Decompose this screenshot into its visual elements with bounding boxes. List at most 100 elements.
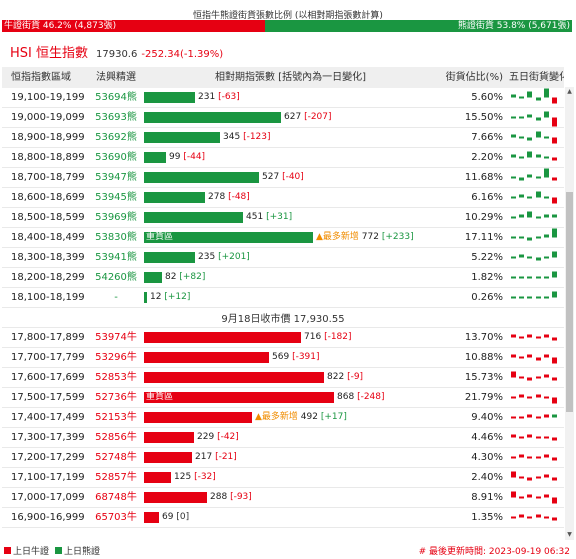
spark-bar (519, 177, 524, 181)
spark-bar (544, 111, 549, 118)
table-row[interactable]: 18,200-18,299 54260熊 82 [+82] 1.82% (2, 268, 564, 288)
table-row[interactable]: 18,700-18,799 53947熊 527 [-40] 11.68% (2, 168, 564, 188)
spark-bar (527, 396, 532, 399)
spark-bar (511, 371, 516, 378)
code-link[interactable]: 53693熊 (95, 112, 137, 123)
footer: 上日牛證 上日熊證 # 最後更新時間: 2023-09-19 06:32 (0, 544, 576, 558)
code-link[interactable]: 53692熊 (95, 132, 137, 143)
bar-change: [-207] (304, 112, 332, 122)
table-row[interactable]: 17,700-17,799 53296牛 569 [-391] 10.88% (2, 348, 564, 368)
value-bar (144, 332, 301, 343)
bar-value-label: 12 [+12] (150, 288, 190, 307)
code-link[interactable]: 53947熊 (95, 172, 137, 183)
table-row[interactable]: 18,800-18,899 53690熊 99 [-44] 2.20% (2, 148, 564, 168)
cbbc-table[interactable]: 恒指指數區域 法興精選 相對期指張數 [括號內為一日變化] 街貨佔比(%) 五日… (2, 67, 564, 540)
code-link[interactable]: 53974牛 (95, 332, 137, 343)
value-bar (144, 112, 281, 123)
table-row[interactable]: 18,900-18,999 53692熊 345 [-123] 7.66% (2, 128, 564, 148)
spark-bar (536, 117, 541, 121)
range-cell: 18,500-18,599 (11, 212, 85, 223)
pct-cell: 21.79% (464, 392, 503, 403)
table-row[interactable]: 18,300-18,399 53941熊 235 [+201] 5.22% (2, 248, 564, 268)
scroll-up-arrow-icon[interactable]: ▲ (567, 88, 572, 95)
spark-bar (544, 516, 549, 519)
code-link[interactable]: 53694熊 (95, 92, 137, 103)
table-row[interactable]: 17,200-17,299 52748牛 217 [-21] 4.30% (2, 448, 564, 468)
bar-cell: 重貨區 ▲最多新增 772 [+233] (142, 228, 439, 247)
bar-cell: 217 [-21] (142, 448, 439, 467)
last-updated: # 最後更新時間: 2023-09-19 06:32 (418, 547, 570, 557)
spark-bar (552, 497, 557, 504)
bear-legend-swatch-icon (55, 547, 63, 554)
header-spark: 五日街貨變化 (509, 72, 564, 83)
table-row[interactable]: 18,400-18,499 53830熊 重貨區 ▲最多新增 772 [+233] 17… (2, 228, 564, 248)
table-row[interactable]: 19,000-19,099 53693熊 627 [-207] 15.50% (2, 108, 564, 128)
value-bar (144, 472, 171, 483)
range-cell: 18,900-18,999 (11, 132, 85, 143)
code-link[interactable]: 53690熊 (95, 152, 137, 163)
code-link[interactable]: 52853牛 (95, 372, 137, 383)
value-bar (144, 452, 192, 463)
code-link[interactable]: 68748牛 (95, 492, 137, 503)
spark-bar (552, 117, 557, 127)
table-row[interactable]: 17,300-17,399 52856牛 229 [-42] 4.46% (2, 428, 564, 448)
five-day-sparkline (509, 248, 564, 267)
spark-bar (552, 291, 557, 298)
heavy-zone-tag: 重貨區 (146, 392, 174, 402)
spark-bar (544, 256, 549, 259)
spark-bar (511, 456, 516, 459)
code-link[interactable]: - (114, 292, 118, 303)
bar-value-label: 345 [-123] (223, 128, 271, 147)
five-day-sparkline (509, 88, 564, 107)
spark-bar (527, 354, 532, 358)
spark-bar (527, 151, 532, 158)
spark-bar (527, 211, 532, 218)
code-link[interactable]: 53830熊 (95, 232, 137, 243)
code-link[interactable]: 54260熊 (95, 272, 137, 283)
bull-legend-swatch-icon (4, 547, 11, 554)
table-row[interactable]: 19,100-19,199 53694熊 231 [-63] 5.60% (2, 88, 564, 108)
code-link[interactable]: 65703牛 (95, 512, 137, 523)
table-row[interactable]: 16,900-16,999 65703牛 69 [0] 1.35% (2, 508, 564, 528)
code-link[interactable]: 52857牛 (95, 472, 137, 483)
code-link[interactable]: 53969熊 (95, 212, 137, 223)
spark-bar (519, 276, 524, 279)
table-row[interactable]: 17,100-17,199 52857牛 125 [-32] 2.40% (2, 468, 564, 488)
table-row[interactable]: 17,400-17,499 52153牛 ▲最多新增 492 [+17] 9.40% (2, 408, 564, 428)
code-link[interactable]: 53941熊 (95, 252, 137, 263)
value-bar (144, 492, 207, 503)
spark-bar (511, 256, 516, 259)
bar-value: 99 (169, 152, 181, 162)
code-link[interactable]: 52736牛 (95, 392, 137, 403)
code-link[interactable]: 52748牛 (95, 452, 137, 463)
value-bar (144, 432, 194, 443)
bar-change: [-21] (215, 452, 237, 462)
vertical-scrollbar[interactable]: ▲ ▼ (565, 87, 574, 540)
code-link[interactable]: 52856牛 (95, 432, 137, 443)
pct-cell: 9.40% (471, 412, 503, 423)
scroll-thumb[interactable] (566, 192, 573, 412)
table-row[interactable]: 17,800-17,899 53974牛 716 [-182] 13.70% (2, 328, 564, 348)
range-cell: 17,600-17,699 (11, 372, 85, 383)
code-link[interactable]: 52153牛 (95, 412, 137, 423)
scroll-down-arrow-icon[interactable]: ▼ (567, 531, 572, 538)
pct-cell: 7.66% (471, 132, 503, 143)
table-row[interactable]: 18,500-18,599 53969熊 451 [+31] 10.29% (2, 208, 564, 228)
bar-cell: 235 [+201] (142, 248, 439, 267)
spark-bar (527, 196, 532, 199)
table-row[interactable]: 17,500-17,599 52736牛 重貨區 868 [-248] 21.79% (2, 388, 564, 408)
heavy-zone-tag: 重貨區 (146, 232, 174, 242)
code-link[interactable]: 53945熊 (95, 192, 137, 203)
table-row[interactable]: 17,000-17,099 68748牛 288 [-93] 8.91% (2, 488, 564, 508)
bar-value-label: 235 [+201] (198, 248, 250, 267)
table-row[interactable]: 18,600-18,699 53945熊 278 [-48] 6.16% (2, 188, 564, 208)
spark-bar (536, 336, 541, 339)
code-link[interactable]: 53296牛 (95, 352, 137, 363)
table-row[interactable]: 18,100-18,199 - 12 [+12] 0.26% (2, 288, 564, 308)
table-row[interactable]: 17,600-17,699 52853牛 822 [-9] 15.73% (2, 368, 564, 388)
spark-bar (527, 516, 532, 519)
spark-bar (511, 334, 516, 338)
spark-bar (552, 157, 557, 161)
five-day-sparkline (509, 388, 564, 407)
bar-change: [-123] (243, 132, 271, 142)
